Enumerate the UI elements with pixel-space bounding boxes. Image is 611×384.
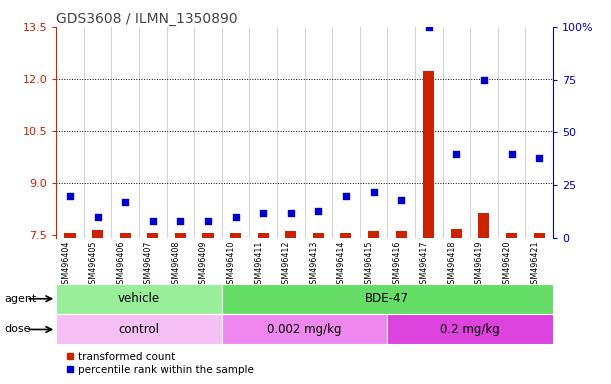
- Text: GSM496409: GSM496409: [199, 240, 208, 289]
- Text: agent: agent: [4, 294, 37, 304]
- Point: [397, 197, 406, 203]
- Text: GSM496412: GSM496412: [282, 240, 291, 289]
- Point: [93, 214, 103, 220]
- Point: [175, 218, 185, 224]
- Bar: [222, 284, 553, 314]
- Text: 0.2 mg/kg: 0.2 mg/kg: [441, 323, 500, 336]
- Text: 0.002 mg/kg: 0.002 mg/kg: [268, 323, 342, 336]
- Bar: [313, 233, 324, 238]
- Point: [368, 189, 378, 195]
- Bar: [202, 233, 213, 238]
- Point: [507, 151, 516, 157]
- Text: vehicle: vehicle: [118, 292, 160, 305]
- Text: GSM496421: GSM496421: [530, 240, 539, 289]
- Point: [479, 76, 489, 83]
- Text: GSM496406: GSM496406: [116, 240, 125, 288]
- Bar: [506, 233, 517, 238]
- Bar: [258, 233, 269, 238]
- Point: [341, 193, 351, 199]
- Point: [286, 210, 296, 216]
- Text: GSM496408: GSM496408: [172, 240, 180, 288]
- Point: [452, 151, 461, 157]
- Bar: [387, 314, 553, 344]
- Point: [203, 218, 213, 224]
- Text: GSM496404: GSM496404: [61, 240, 70, 288]
- Bar: [368, 231, 379, 238]
- Text: GSM496407: GSM496407: [144, 240, 153, 289]
- Text: GDS3608 / ILMN_1350890: GDS3608 / ILMN_1350890: [56, 12, 238, 26]
- Point: [258, 210, 268, 216]
- Bar: [478, 213, 489, 238]
- Point: [534, 155, 544, 161]
- Bar: [340, 233, 351, 238]
- Text: GSM496417: GSM496417: [420, 240, 429, 289]
- Text: GSM496410: GSM496410: [227, 240, 236, 288]
- Text: GSM496405: GSM496405: [89, 240, 98, 289]
- Bar: [396, 231, 407, 238]
- Point: [231, 214, 241, 220]
- Bar: [56, 314, 222, 344]
- Text: GSM496418: GSM496418: [447, 240, 456, 288]
- Bar: [423, 71, 434, 238]
- Text: GSM496413: GSM496413: [309, 240, 318, 288]
- Bar: [222, 314, 387, 344]
- Text: control: control: [119, 323, 159, 336]
- Bar: [147, 233, 158, 238]
- Text: GSM496414: GSM496414: [337, 240, 346, 288]
- Text: GSM496419: GSM496419: [475, 240, 484, 289]
- Point: [424, 24, 434, 30]
- Point: [120, 199, 130, 205]
- Bar: [285, 231, 296, 238]
- Text: GSM496411: GSM496411: [254, 240, 263, 288]
- Bar: [65, 233, 76, 238]
- Legend: transformed count, percentile rank within the sample: transformed count, percentile rank withi…: [62, 348, 258, 379]
- Bar: [533, 233, 544, 238]
- Text: GSM496416: GSM496416: [392, 240, 401, 288]
- Text: GSM496420: GSM496420: [503, 240, 511, 289]
- Bar: [56, 284, 222, 314]
- Bar: [230, 233, 241, 238]
- Text: BDE-47: BDE-47: [365, 292, 409, 305]
- Bar: [451, 229, 462, 238]
- Point: [313, 207, 323, 214]
- Text: GSM496415: GSM496415: [365, 240, 373, 289]
- Point: [148, 218, 158, 224]
- Text: dose: dose: [4, 324, 31, 334]
- Point: [65, 193, 75, 199]
- Bar: [120, 233, 131, 238]
- Bar: [92, 230, 103, 238]
- Bar: [175, 233, 186, 238]
